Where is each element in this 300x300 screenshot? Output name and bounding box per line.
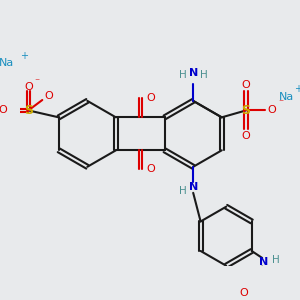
Text: N: N xyxy=(189,68,198,78)
Text: H: H xyxy=(179,70,187,80)
Text: Na: Na xyxy=(0,58,14,68)
Text: H: H xyxy=(200,70,208,80)
Text: O: O xyxy=(24,82,33,92)
Text: +: + xyxy=(20,51,28,61)
Text: ⁻: ⁻ xyxy=(34,78,40,88)
Text: Na: Na xyxy=(279,92,294,102)
Text: +: + xyxy=(294,84,300,94)
Text: N: N xyxy=(189,182,198,192)
Text: ⁻: ⁻ xyxy=(278,98,283,109)
Text: S: S xyxy=(24,104,33,117)
Text: O: O xyxy=(242,130,250,141)
Text: O: O xyxy=(146,93,155,103)
Text: O: O xyxy=(242,80,250,90)
Text: S: S xyxy=(242,104,250,117)
Text: O: O xyxy=(239,288,248,298)
Text: H: H xyxy=(272,255,280,265)
Text: N: N xyxy=(259,257,268,267)
Text: O: O xyxy=(0,105,7,116)
Text: H: H xyxy=(179,186,187,196)
Text: O: O xyxy=(45,91,54,101)
Text: O: O xyxy=(146,164,155,174)
Text: O: O xyxy=(268,105,276,116)
